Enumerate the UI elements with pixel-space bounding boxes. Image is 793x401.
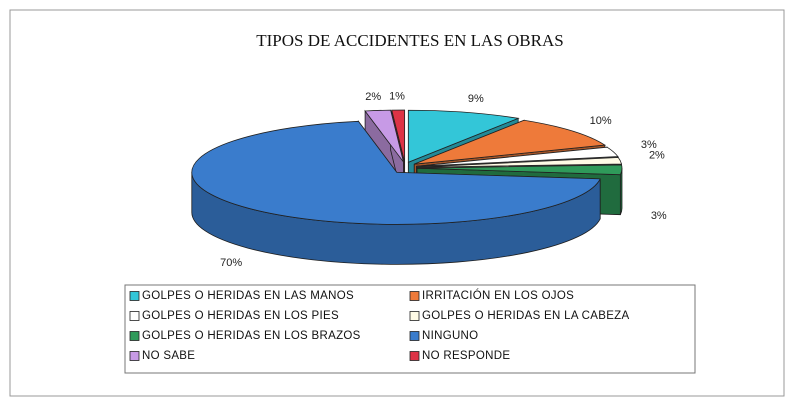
legend-label: GOLPES O HERIDAS EN LA CABEZA	[422, 310, 629, 322]
slice-top	[364, 109, 404, 163]
slice-top	[416, 157, 623, 168]
data-label: 1%	[389, 91, 405, 103]
legend-label: GOLPES O HERIDAS EN LAS MANOS	[142, 290, 354, 302]
legend-label: IRRITACIÓN EN LOS OJOS	[422, 289, 574, 302]
data-label: 10%	[590, 115, 612, 127]
pie: 9%10%3%2%3%70%2% 1%	[191, 91, 667, 269]
legend-swatch	[129, 311, 140, 321]
legend-label: GOLPES O HERIDAS EN LOS PIES	[142, 310, 339, 322]
slice-shade	[620, 168, 622, 215]
chart-title: TIPOS DE ACCIDENTES EN LAS OBRAS	[256, 31, 563, 50]
slice-top	[416, 164, 623, 176]
legend: GOLPES O HERIDAS EN LAS MANOS IRRITACIÓN …	[129, 289, 629, 362]
slice-top	[414, 119, 607, 165]
slice-top	[407, 109, 520, 163]
data-label: 2%	[649, 149, 665, 161]
slice-top	[391, 109, 406, 163]
slice-top	[191, 120, 601, 225]
legend-label: NO SABE	[142, 350, 195, 362]
data-label: 3%	[641, 139, 657, 151]
legend-swatch	[409, 311, 420, 321]
legend-swatch	[129, 351, 140, 361]
legend-swatch	[129, 291, 140, 301]
slice-top	[416, 146, 619, 167]
data-label: 2%	[365, 91, 381, 103]
legend-label: NO RESPONDE	[422, 350, 510, 362]
legend-swatch	[409, 351, 420, 361]
legend-swatch	[409, 331, 420, 341]
legend-swatch	[129, 331, 140, 341]
slice	[191, 120, 601, 265]
slice-shade	[191, 172, 601, 265]
data-label: 70%	[220, 257, 242, 269]
data-label: 3%	[651, 210, 667, 222]
legend-label: GOLPES O HERIDAS EN LOS BRAZOS	[142, 330, 361, 342]
legend-swatch	[409, 291, 420, 301]
data-label: 9%	[468, 93, 484, 105]
legend-label: NINGUNO	[422, 330, 478, 342]
